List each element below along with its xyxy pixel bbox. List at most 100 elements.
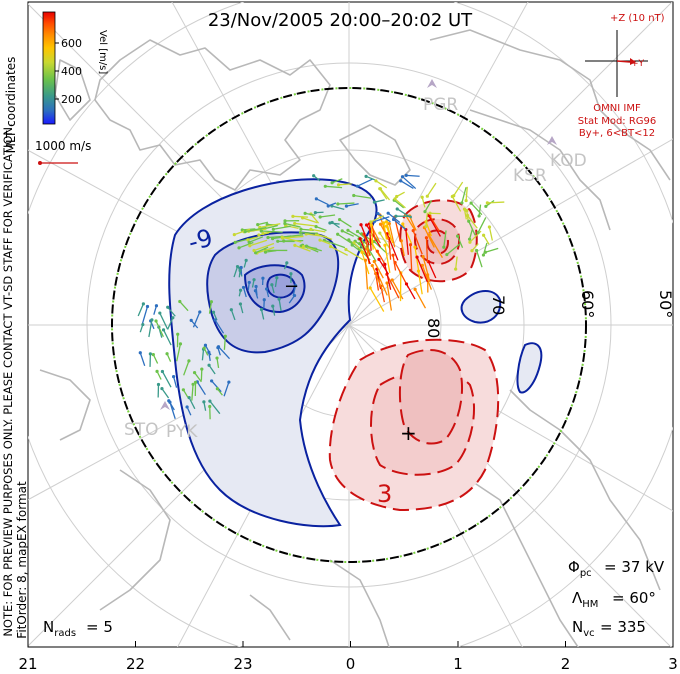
velocity-vector	[294, 244, 311, 252]
velocity-vector	[306, 233, 327, 238]
velocity-vector	[248, 236, 264, 243]
n-vc-value: = 335	[600, 618, 646, 636]
velocity-vector	[485, 247, 499, 253]
velocity-vector	[374, 216, 390, 223]
velocity-vector	[379, 188, 391, 201]
velocity-vector	[176, 343, 182, 362]
velocity-vector	[443, 230, 447, 248]
velocity-vector	[365, 175, 376, 181]
phi-pc-value: = 37 kV	[604, 558, 665, 576]
velocity-vector	[292, 285, 297, 297]
velocity-vector	[331, 205, 345, 211]
velocity-vector	[345, 248, 364, 261]
velocity-vector	[483, 234, 490, 245]
fit-order-label: FitOrder: 8, mapEX format	[15, 481, 29, 639]
velocity-vector	[313, 175, 321, 182]
velocity-vector	[386, 233, 399, 261]
velocity-vector	[155, 320, 164, 338]
velocity-vector	[137, 303, 144, 317]
velocity-vector	[421, 197, 426, 208]
heppner-maynard-boundary	[111, 87, 587, 563]
velocity-vector	[386, 282, 393, 311]
velocity-vector	[405, 215, 416, 231]
velocity-vector	[406, 174, 420, 177]
station-kod: KOD	[550, 151, 587, 171]
velocity-vector	[427, 261, 437, 279]
velocity-vector	[353, 242, 368, 256]
velocity-vector	[192, 311, 201, 328]
velocity-vector-origin	[382, 221, 386, 225]
velocity-vector	[383, 222, 388, 240]
velocity-vector	[271, 284, 275, 294]
velocity-vector-origin	[465, 208, 469, 213]
velocity-vector	[409, 244, 413, 271]
velocity-vector	[188, 397, 196, 410]
velocity-vector	[249, 239, 268, 247]
velocity-vector	[388, 238, 392, 260]
mlt-axis: 21 22 23 0 1 2 3	[18, 641, 678, 673]
velocity-vector	[465, 186, 468, 201]
velocity-vector	[203, 347, 209, 356]
velocity-vector	[169, 402, 176, 419]
velocity-vector	[247, 282, 250, 291]
imf-source: OMNI IMF	[593, 103, 641, 114]
lat-label-50: 50°	[656, 290, 675, 318]
velocity-vector	[320, 214, 336, 218]
velocity-vector	[422, 256, 431, 283]
velocity-vector	[396, 191, 405, 198]
velocity-vector	[457, 235, 464, 249]
velocity-vector	[196, 381, 206, 396]
velocity-vector	[488, 226, 493, 241]
station-pgr: PGR	[423, 95, 458, 115]
velocity-vector	[416, 256, 428, 283]
velocity-vector	[339, 219, 352, 228]
coordinate-system-label: MLT coordinates	[4, 57, 18, 154]
lat-label-60: 60°	[578, 290, 597, 318]
velocity-vector	[392, 255, 397, 271]
velocity-vector	[238, 241, 254, 249]
velocity-vector	[238, 290, 242, 297]
velocity-vector	[370, 215, 384, 223]
velocity-vector	[259, 223, 281, 229]
imf-stat-model: Stat Mod: RG96	[578, 116, 657, 127]
velocity-vector	[251, 279, 255, 288]
velocity-vector	[255, 246, 269, 254]
velocity-vector	[359, 238, 371, 265]
velocity-vector	[223, 381, 230, 397]
velocity-vector	[233, 266, 239, 278]
velocity-vector	[369, 287, 385, 312]
potential-maximum-marker: +	[400, 421, 417, 445]
velocity-vector	[208, 352, 211, 361]
velocity-vector	[265, 250, 277, 253]
velocity-vector	[234, 228, 251, 236]
velocity-vector	[455, 256, 458, 270]
velocity-vector-origin	[293, 221, 297, 226]
velocity-vector	[167, 317, 174, 330]
velocity-vector	[247, 236, 258, 241]
velocity-vector	[414, 247, 420, 274]
velocity-vector	[194, 372, 202, 383]
velocity-vector	[478, 204, 482, 217]
velocity-vector	[371, 265, 384, 291]
velocity-vector	[278, 299, 282, 311]
velocity-vector	[468, 220, 476, 236]
velocity-vector	[427, 215, 441, 237]
velocity-vector	[330, 246, 348, 256]
velocity-vector-origin	[394, 214, 398, 218]
colorbar-tick-400: 400	[61, 65, 82, 78]
velocity-vector	[304, 212, 316, 216]
velocity-vector	[272, 306, 276, 316]
velocity-vector-origin	[328, 221, 332, 225]
mlt-tick-label: 22	[126, 655, 145, 673]
velocity-vectors	[137, 173, 505, 420]
velocity-vector	[208, 364, 216, 375]
velocity-vector	[414, 289, 427, 309]
velocity-vector	[477, 217, 487, 233]
imf-condition: By+, 6<BT<12	[579, 128, 655, 139]
velocity-vector	[366, 246, 377, 262]
velocity-vector	[209, 400, 221, 415]
velocity-vector	[428, 234, 443, 259]
velocity-vector	[216, 357, 220, 369]
imf-vector	[616, 60, 631, 63]
velocity-vector	[273, 225, 291, 230]
